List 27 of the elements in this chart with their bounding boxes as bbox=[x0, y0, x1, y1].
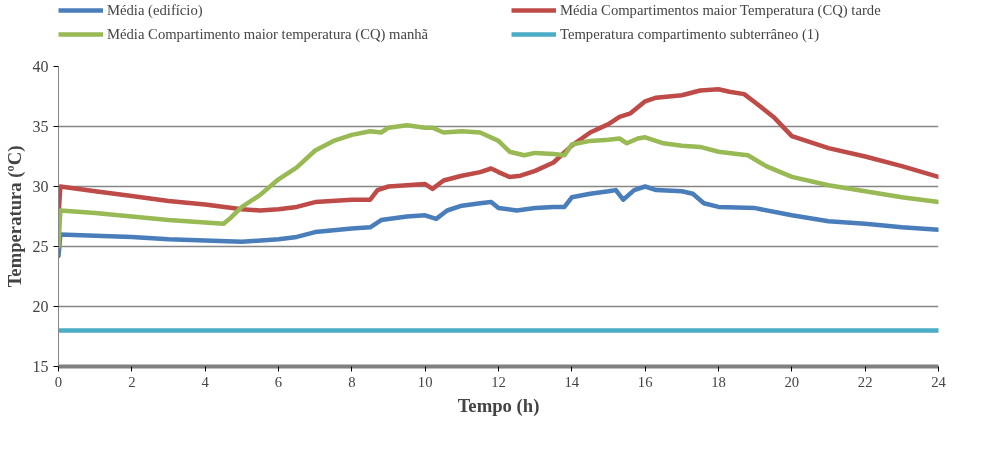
x-tick-label: 2 bbox=[128, 373, 136, 390]
x-tick-label: 0 bbox=[54, 373, 63, 390]
x-axis-title: Tempo (h) bbox=[457, 394, 540, 417]
y-tick-label: 25 bbox=[32, 238, 49, 255]
x-tick-label: 6 bbox=[274, 373, 283, 390]
x-tick-label: 4 bbox=[201, 373, 210, 390]
y-tick-label: 35 bbox=[32, 118, 49, 135]
legend-label: Média Compartimentos maior Temperatura (CQ) tarde bbox=[560, 1, 882, 19]
y-tick-label: 20 bbox=[32, 298, 49, 315]
x-tick-label: 16 bbox=[637, 373, 653, 390]
x-tick-label: 8 bbox=[348, 373, 356, 390]
x-tick-label: 12 bbox=[491, 373, 506, 390]
x-tick-label: 18 bbox=[711, 373, 726, 390]
legend-label: Média Compartimento maior temperatura (CQ) manhã bbox=[107, 25, 430, 43]
x-tick-label: 22 bbox=[857, 373, 873, 390]
x-tick-label: 20 bbox=[784, 373, 800, 390]
x-tick-label: 10 bbox=[417, 373, 433, 390]
y-tick-label: 30 bbox=[32, 178, 49, 195]
x-tick-label: 24 bbox=[931, 373, 947, 390]
y-tick-label: 40 bbox=[32, 58, 49, 75]
x-tick-label: 14 bbox=[564, 373, 580, 390]
line-series bbox=[58, 184, 939, 259]
legend-label: Temperatura compartimento subterrâneo (1) bbox=[560, 25, 820, 43]
legend-label: Média (edifício) bbox=[107, 1, 204, 19]
y-axis-title: Temperatura (ºC) bbox=[3, 145, 26, 288]
line-series bbox=[58, 123, 939, 249]
y-tick-label: 15 bbox=[32, 358, 49, 375]
